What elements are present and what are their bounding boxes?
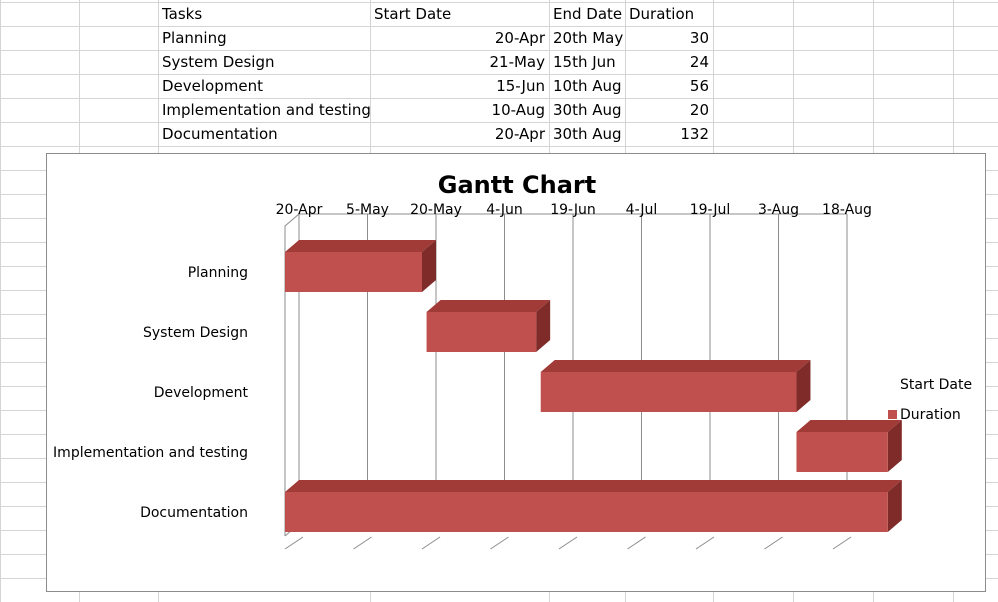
cell-duration[interactable]: 30 [689, 29, 709, 47]
x-tick-label: 20-May [410, 202, 462, 218]
cell-start-date[interactable]: 20-Apr [494, 29, 545, 47]
cell-task[interactable]: System Design [162, 53, 275, 71]
bar-top-face [285, 240, 436, 252]
header-tasks[interactable]: Tasks [162, 5, 203, 23]
chart-floor-tick [627, 536, 646, 550]
bar-side-face [422, 240, 436, 292]
cell-duration[interactable]: 56 [689, 77, 709, 95]
cell-end-date[interactable]: 20th May [553, 29, 624, 47]
cell-start-date[interactable]: 15-Jun [496, 77, 545, 95]
chart-floor-tick [353, 536, 372, 550]
chart-floor-tick [695, 536, 715, 550]
header-duration[interactable]: Duration [629, 5, 695, 23]
x-tick-label: 19-Jul [690, 202, 731, 218]
legend-label-duration: Duration [900, 407, 961, 423]
cell-end-date[interactable]: 10th Aug [553, 77, 622, 95]
legend-swatch-duration [888, 410, 897, 419]
cell-start-date[interactable]: 10-Aug [491, 101, 545, 119]
chart-title: Gantt Chart [438, 171, 596, 199]
cell-task[interactable]: Implementation and testing [162, 101, 370, 119]
category-label: Development [154, 385, 249, 401]
bar-top-face [540, 360, 811, 372]
cell-duration[interactable]: 20 [689, 101, 709, 119]
cell-start-date[interactable]: 20-Apr [494, 125, 545, 143]
cell-task[interactable]: Planning [162, 29, 227, 47]
chart-floor-tick [764, 536, 783, 550]
cell-duration[interactable]: 24 [689, 53, 709, 71]
gantt-chart-svg: 20-Apr 5-May 20-May 4-Jun 19-Jun 4-Jul 19-Jul 3… [53, 171, 972, 550]
chart-floor-tick [490, 536, 509, 550]
bar-top-face [285, 480, 902, 492]
bar-side-face [887, 420, 902, 472]
cell-duration[interactable]: 132 [680, 125, 709, 143]
duration-bar [285, 492, 888, 532]
x-tick-label: 20-Apr [276, 202, 323, 218]
cell-task[interactable]: Documentation [162, 125, 278, 143]
cell-end-date[interactable]: 15th Jun [553, 53, 616, 71]
chart-floor-tick [558, 536, 578, 550]
bar-side-face [887, 480, 902, 532]
x-tick-label: 5-May [346, 202, 389, 218]
gantt-chart-panel[interactable]: 20-Apr 5-May 20-May 4-Jun 19-Jun 4-Jul 19-Jul 3… [46, 153, 986, 592]
legend-label-start-date: Start Date [900, 377, 972, 393]
chart-floor-tick [284, 536, 304, 550]
header-start-date[interactable]: Start Date [374, 5, 452, 23]
x-tick-label: 3-Aug [758, 202, 799, 218]
duration-bar [540, 372, 797, 412]
category-label: System Design [143, 325, 248, 341]
category-label: Documentation [140, 505, 248, 521]
bar-side-face [796, 360, 811, 412]
x-tick-label: 4-Jul [626, 202, 658, 218]
header-end-date[interactable]: End Date [553, 5, 623, 23]
duration-bar [796, 432, 888, 472]
chart-floor-tick [421, 536, 441, 550]
bar-top-face [796, 420, 902, 432]
duration-bar [285, 252, 422, 292]
duration-bar [426, 312, 537, 352]
cell-end-date[interactable]: 30th Aug [553, 125, 622, 143]
cell-end-date[interactable]: 30th Aug [553, 101, 622, 119]
cell-start-date[interactable]: 21-May [489, 53, 545, 71]
chart-floor-tick [832, 536, 852, 550]
x-tick-label: 18-Aug [822, 202, 872, 218]
category-label: Planning [188, 265, 248, 281]
category-label: Implementation and testing [53, 445, 248, 461]
bar-side-face [536, 300, 551, 352]
bar-top-face [426, 300, 551, 312]
x-tick-label: 4-Jun [486, 202, 523, 218]
cell-task[interactable]: Development [162, 77, 263, 95]
x-tick-label: 19-Jun [550, 202, 596, 218]
